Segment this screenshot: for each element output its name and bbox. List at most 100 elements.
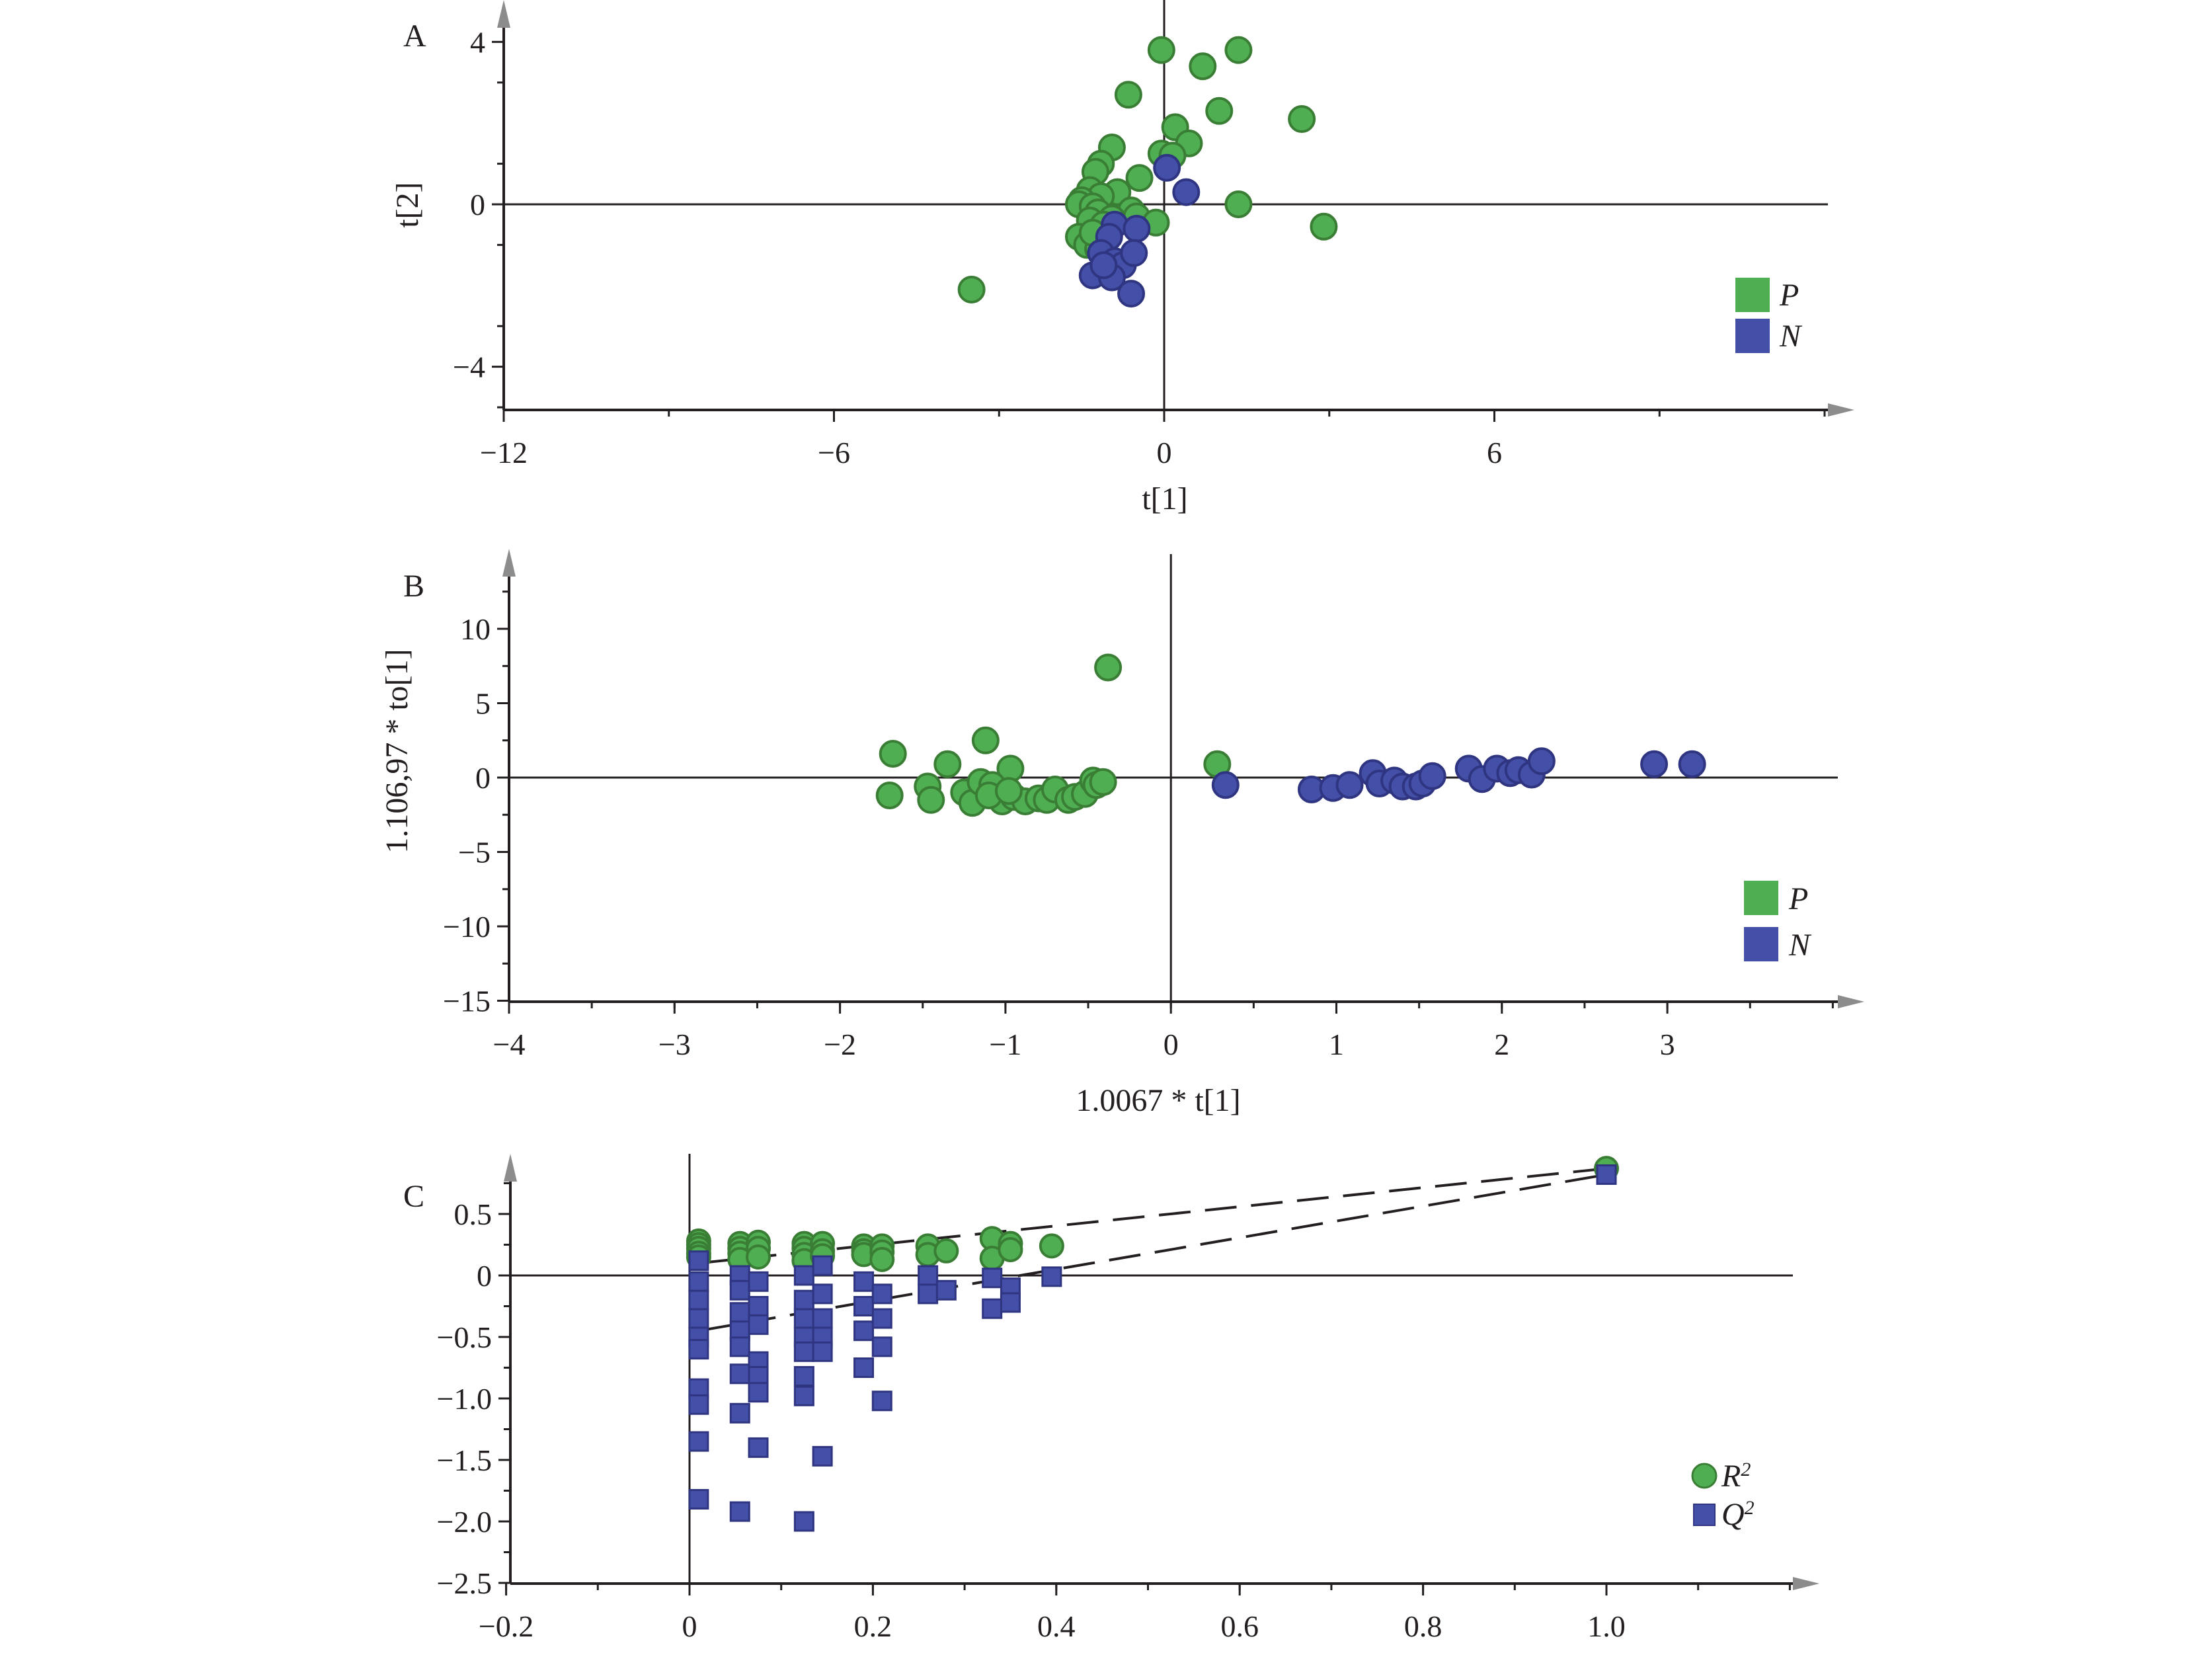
y-axis-arrow-icon bbox=[497, 0, 510, 28]
x-tick-label: −1 bbox=[989, 1028, 1021, 1061]
y-tick-label: −0.5 bbox=[437, 1320, 492, 1354]
data-point-q2 bbox=[1596, 1164, 1617, 1185]
data-point-p bbox=[933, 750, 962, 778]
panel-b-opls-da-score-plot: B 1.0067 * t[1] 1.106,97 * to[1] −4 −3 −2 −… bbox=[379, 549, 1864, 1118]
data-point-n bbox=[1153, 153, 1181, 182]
data-point-n bbox=[1640, 750, 1669, 778]
panel-a-legend: P N bbox=[1735, 278, 1803, 354]
data-point-q2 bbox=[812, 1283, 833, 1305]
panel-a-x-axis-title: t[1] bbox=[1142, 481, 1187, 516]
panel-a-y-axis-title: t[2] bbox=[390, 182, 425, 227]
data-point-q2 bbox=[918, 1283, 939, 1305]
panel-a-axes: −12 −6 0 6 −4 0 4 bbox=[453, 0, 1854, 469]
y-axis-arrow-icon bbox=[504, 1154, 517, 1182]
x-tick-label: 0 bbox=[1164, 1028, 1179, 1061]
y-axis-arrow-icon bbox=[502, 549, 516, 577]
data-point-p bbox=[1189, 52, 1217, 81]
x-tick-label: −4 bbox=[493, 1028, 526, 1061]
data-point-q2 bbox=[793, 1289, 814, 1310]
data-point-q2 bbox=[688, 1250, 709, 1271]
legend-swatch-p bbox=[1735, 278, 1770, 312]
y-tick-label: −1.5 bbox=[437, 1443, 492, 1477]
data-point-q2 bbox=[793, 1265, 814, 1286]
legend-label-n: N bbox=[1788, 928, 1812, 963]
panel-c-permutation-test-plot: C −0.2 0 0.2 0.4 0.6 0.8 1.0−2.5−2.0−1.5−1.0−0… bbox=[403, 1154, 1819, 1643]
regression-line-q2-fit bbox=[698, 1173, 1607, 1332]
data-point-q2 bbox=[688, 1339, 709, 1360]
data-point-p bbox=[875, 782, 904, 809]
data-point-n bbox=[1123, 214, 1151, 243]
data-point-n bbox=[1120, 239, 1148, 267]
data-point-n bbox=[1335, 771, 1364, 799]
y-tick-label: −5 bbox=[458, 836, 491, 869]
y-tick-label: −2.0 bbox=[437, 1505, 492, 1539]
data-point-r2 bbox=[1039, 1233, 1064, 1259]
data-point-p bbox=[1310, 212, 1338, 241]
data-point-p bbox=[1114, 81, 1142, 109]
x-tick-label: 1 bbox=[1329, 1028, 1344, 1061]
data-point-q2 bbox=[729, 1402, 750, 1424]
data-point-q2 bbox=[748, 1437, 769, 1458]
panel-c-regression-lines bbox=[698, 1167, 1607, 1332]
data-point-q2 bbox=[793, 1341, 814, 1362]
x-tick-label: 0.4 bbox=[1037, 1609, 1076, 1643]
data-point-q2 bbox=[935, 1279, 957, 1301]
legend-label-p: P bbox=[1779, 278, 1799, 313]
data-point-q2 bbox=[982, 1298, 1003, 1319]
y-tick-label: −10 bbox=[443, 910, 491, 944]
x-axis-arrow-icon bbox=[1838, 995, 1864, 1008]
y-tick-label: 0 bbox=[477, 1259, 492, 1293]
data-point-q2 bbox=[748, 1382, 769, 1403]
panel-label-b: B bbox=[403, 569, 424, 604]
data-point-q2 bbox=[793, 1308, 814, 1329]
data-point-n bbox=[1527, 747, 1556, 776]
data-point-p bbox=[971, 726, 1000, 754]
legend-marker-r2 bbox=[1691, 1463, 1718, 1489]
data-point-p bbox=[1147, 36, 1175, 64]
data-point-n bbox=[1678, 750, 1706, 778]
regression-line-r2-fit bbox=[698, 1167, 1607, 1265]
x-tick-label: 0.2 bbox=[854, 1609, 892, 1643]
data-point-q2 bbox=[871, 1391, 892, 1412]
panel-c-points bbox=[686, 1156, 1619, 1532]
legend-swatch-n bbox=[1744, 927, 1778, 961]
data-point-q2 bbox=[982, 1268, 1003, 1289]
data-point-p bbox=[1125, 164, 1154, 192]
data-point-q2 bbox=[812, 1445, 833, 1467]
data-point-q2 bbox=[871, 1308, 892, 1329]
data-point-p bbox=[1205, 97, 1234, 125]
data-point-p bbox=[917, 786, 945, 814]
panel-label-c: C bbox=[403, 1179, 424, 1214]
data-point-q2 bbox=[853, 1271, 875, 1292]
panel-a-pca-score-plot: A t[1] t[2] −12 −6 0 6 −4 0 4 P N bbox=[390, 0, 1854, 516]
panel-c-legend: R2 Q2 bbox=[1691, 1459, 1755, 1532]
data-point-q2 bbox=[729, 1302, 750, 1323]
data-point-q2 bbox=[812, 1341, 833, 1362]
y-tick-label: −4 bbox=[453, 350, 485, 384]
data-point-q2 bbox=[1000, 1292, 1021, 1313]
panel-b-points bbox=[875, 653, 1706, 817]
data-point-q2 bbox=[729, 1501, 750, 1522]
data-point-p bbox=[1224, 190, 1253, 218]
panel-b-x-axis-title: 1.0067 * t[1] bbox=[1076, 1083, 1240, 1118]
data-point-q2 bbox=[688, 1308, 709, 1329]
x-tick-label: 2 bbox=[1494, 1028, 1509, 1061]
y-tick-label: 0 bbox=[470, 188, 485, 222]
data-point-r2 bbox=[869, 1246, 895, 1272]
data-point-p bbox=[957, 275, 986, 303]
data-point-q2 bbox=[688, 1489, 709, 1510]
x-axis-arrow-icon bbox=[1793, 1577, 1819, 1590]
data-point-q2 bbox=[812, 1255, 833, 1276]
data-point-p bbox=[1094, 653, 1123, 682]
x-tick-label: −12 bbox=[480, 436, 528, 469]
legend-label-p: P bbox=[1788, 881, 1808, 916]
data-point-q2 bbox=[853, 1320, 875, 1342]
data-point-q2 bbox=[688, 1289, 709, 1310]
x-axis-arrow-icon bbox=[1828, 403, 1854, 417]
data-point-q2 bbox=[688, 1431, 709, 1452]
x-tick-label: −0.2 bbox=[479, 1609, 533, 1643]
data-point-r2 bbox=[998, 1236, 1023, 1262]
data-point-q2 bbox=[748, 1296, 769, 1316]
data-point-n bbox=[1418, 762, 1446, 790]
